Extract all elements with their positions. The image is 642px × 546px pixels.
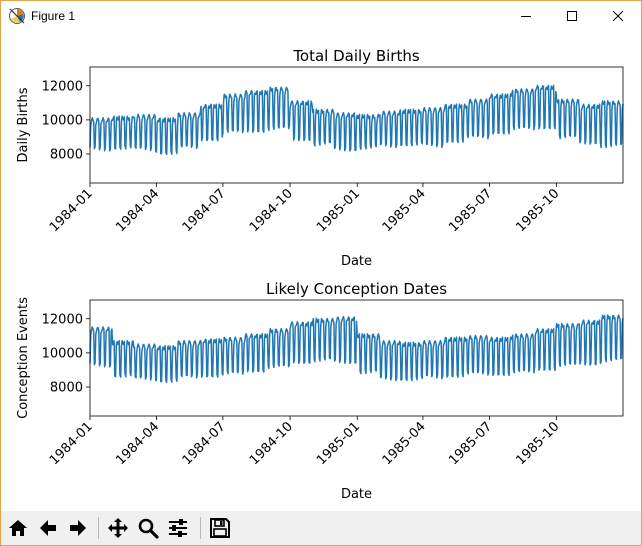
y-tick-label: 10000 xyxy=(42,113,83,128)
home-button[interactable] xyxy=(5,515,31,541)
x-tick-label: 1985-01 xyxy=(314,419,363,468)
back-arrow-icon xyxy=(40,520,56,536)
figure-canvas[interactable]: Total Daily Births 8000 10000 12000 1984-01 1… xyxy=(1,31,641,511)
maximize-button[interactable] xyxy=(549,1,595,31)
forward-button[interactable] xyxy=(65,515,91,541)
matplotlib-icon xyxy=(8,7,26,25)
y-tick-label: 12000 xyxy=(42,79,83,94)
navigation-toolbar xyxy=(1,511,641,545)
x-tick-label: 1984-10 xyxy=(247,186,296,235)
subplot-1: Total Daily Births 8000 10000 12000 1984-01 1… xyxy=(16,47,624,269)
forward-arrow-icon xyxy=(70,520,86,536)
zoom-button[interactable] xyxy=(135,515,161,541)
minimize-button[interactable] xyxy=(503,1,549,31)
x-tick-label: 1984-07 xyxy=(180,186,229,235)
subplot-2: Likely Conception Dates 8000 10000 12000 198… xyxy=(16,280,624,502)
pan-button[interactable] xyxy=(105,515,131,541)
x-tick-label: 1985-10 xyxy=(513,419,562,468)
chart-title: Likely Conception Dates xyxy=(266,280,447,298)
x-tick-label: 1985-04 xyxy=(380,419,429,468)
x-axis-label: Date xyxy=(341,487,372,502)
close-icon xyxy=(612,10,624,22)
x-axis-label: Date xyxy=(341,254,372,269)
x-tick-label: 1985-01 xyxy=(314,186,363,235)
maximize-icon xyxy=(567,11,577,21)
y-tick-label: 8000 xyxy=(50,148,83,163)
x-tick-label: 1985-04 xyxy=(380,186,429,235)
toolbar-separator xyxy=(200,517,201,539)
x-tick-label: 1984-01 xyxy=(47,186,96,235)
y-axis-label: Daily Births xyxy=(16,87,31,162)
toolbar-separator xyxy=(98,517,99,539)
x-tick-label: 1985-07 xyxy=(446,419,495,468)
close-button[interactable] xyxy=(595,1,641,31)
x-tick-label: 1984-04 xyxy=(113,186,162,235)
x-tick-label: 1985-10 xyxy=(513,186,562,235)
configure-subplots-button[interactable] xyxy=(165,515,191,541)
axes-frame xyxy=(89,299,624,417)
x-tick-label: 1984-10 xyxy=(247,419,296,468)
y-tick-label: 10000 xyxy=(42,346,83,361)
zoom-icon xyxy=(138,518,159,539)
minimize-icon xyxy=(521,16,531,17)
y-tick-label: 8000 xyxy=(50,381,83,396)
x-tick-label: 1984-04 xyxy=(113,419,162,468)
y-axis-label: Conception Events xyxy=(16,297,31,419)
series-line xyxy=(89,314,624,383)
chart-title: Total Daily Births xyxy=(292,47,420,65)
window-title: Figure 1 xyxy=(31,9,76,23)
configure-subplots-icon xyxy=(169,519,187,537)
save-icon xyxy=(210,518,230,538)
back-button[interactable] xyxy=(35,515,61,541)
x-tick-label: 1985-07 xyxy=(446,186,495,235)
title-bar[interactable]: Figure 1 xyxy=(1,1,641,31)
x-tick-label: 1984-01 xyxy=(47,419,96,468)
pan-icon xyxy=(108,518,128,538)
axes-frame xyxy=(89,66,624,184)
plot-area: Total Daily Births 8000 10000 12000 1984-01 1… xyxy=(16,47,624,502)
y-tick-label: 12000 xyxy=(42,312,83,327)
save-button[interactable] xyxy=(207,515,233,541)
home-icon xyxy=(9,520,27,536)
series-line xyxy=(89,84,624,155)
x-tick-label: 1984-07 xyxy=(180,419,229,468)
